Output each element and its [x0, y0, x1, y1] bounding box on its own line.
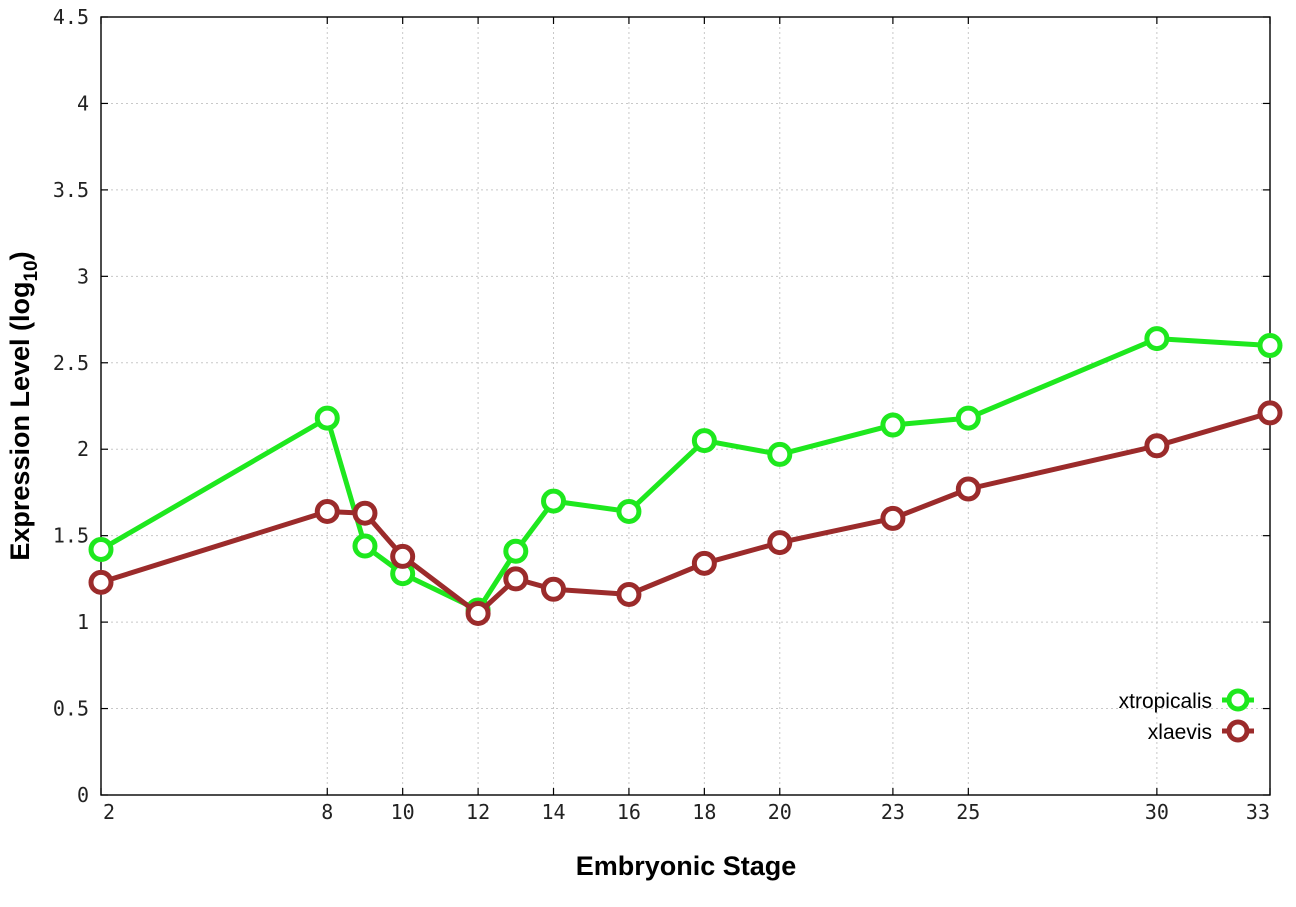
series-line-xlaevis	[100, 410, 1271, 616]
x-tick-label: 33	[1246, 800, 1270, 824]
y-tick-label: 2	[77, 437, 89, 461]
x-tick-labels: 2 8 10 12 14 16 18 20 23 25 30 33	[103, 800, 1270, 824]
data-point	[503, 538, 529, 564]
series-xtropicalis	[88, 326, 1283, 623]
data-point	[880, 412, 906, 438]
data-series	[88, 326, 1283, 626]
data-point	[390, 543, 416, 569]
x-tick-label: 20	[768, 800, 792, 824]
x-tick-label: 2	[103, 800, 115, 824]
data-point	[1144, 326, 1170, 352]
y-tick-label: 4.5	[53, 5, 89, 29]
legend-label-xlaevis: xlaevis	[1148, 721, 1212, 744]
data-point	[314, 405, 340, 431]
data-point	[767, 530, 793, 556]
legend: xtropicalis xlaevis	[1119, 688, 1254, 744]
data-point	[465, 600, 491, 626]
x-tick-label: 10	[391, 800, 415, 824]
x-tick-label: 14	[541, 800, 565, 824]
data-point	[541, 488, 567, 514]
x-tick-label: 23	[881, 800, 905, 824]
data-point	[352, 500, 378, 526]
y-tick-labels: 0 0.5 1 1.5 2 2.5 3 3.5 4 4.5	[53, 5, 89, 807]
axis-ticks	[100, 16, 1271, 796]
data-point	[691, 428, 717, 454]
data-point	[1257, 400, 1283, 426]
data-point	[88, 536, 114, 562]
x-tick-label: 30	[1145, 800, 1169, 824]
legend-label-xtropicalis: xtropicalis	[1119, 690, 1212, 713]
y-tick-label: 0.5	[53, 697, 89, 721]
data-point	[503, 566, 529, 592]
x-tick-label: 16	[617, 800, 641, 824]
data-point	[955, 476, 981, 502]
data-point	[955, 405, 981, 431]
x-axis-title: Embryonic Stage	[576, 851, 797, 881]
y-tick-label: 3	[77, 264, 89, 288]
y-tick-label: 3.5	[53, 178, 89, 202]
plot-frame	[100, 16, 1271, 796]
data-point	[352, 533, 378, 559]
data-point	[1257, 332, 1283, 358]
data-point	[880, 505, 906, 531]
data-point	[88, 569, 114, 595]
x-tick-label: 18	[692, 800, 716, 824]
x-tick-label: 8	[321, 800, 333, 824]
data-point	[1144, 433, 1170, 459]
y-tick-label: 4	[77, 91, 89, 115]
y-tick-label: 0	[77, 783, 89, 807]
y-tick-label: 1.5	[53, 524, 89, 548]
y-tick-label: 1	[77, 610, 89, 634]
data-point	[314, 498, 340, 524]
y-axis-title-subscript: 10	[21, 260, 42, 281]
legend-marker-xtropicalis	[1226, 688, 1250, 712]
x-tick-label: 12	[466, 800, 490, 824]
y-axis-title-main: Expression Level (log	[5, 282, 35, 561]
y-tick-label: 2.5	[53, 351, 89, 375]
gridlines	[101, 17, 1270, 795]
data-point	[616, 498, 642, 524]
data-point	[767, 441, 793, 467]
data-point	[541, 576, 567, 602]
y-axis-title-close: )	[5, 251, 35, 260]
legend-marker-xlaevis	[1226, 719, 1250, 743]
data-point	[691, 550, 717, 576]
y-axis-title: Expression Level (log10)	[5, 251, 42, 560]
x-tick-label: 25	[956, 800, 980, 824]
series-xlaevis	[88, 400, 1283, 626]
data-point	[616, 581, 642, 607]
